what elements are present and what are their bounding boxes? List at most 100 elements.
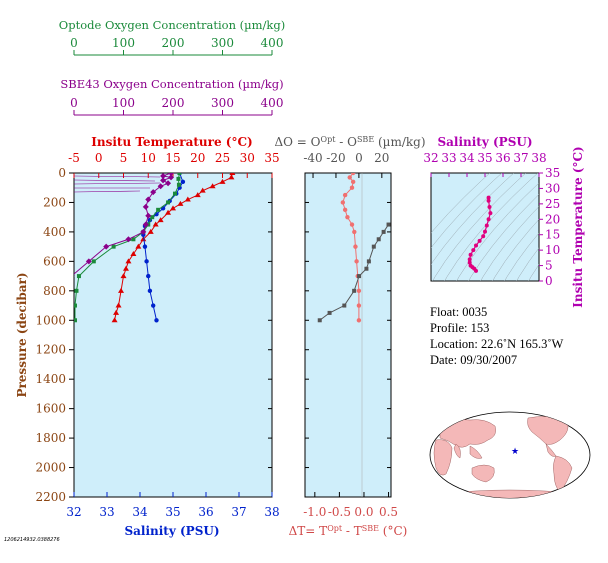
salinity-tick-label: 37 [231, 505, 246, 519]
sbe43-tick-label: 200 [162, 96, 185, 110]
delta-oxygen-line [342, 173, 360, 321]
pressure-tick-label: 0 [58, 166, 66, 180]
temperature-point [125, 258, 132, 264]
profile-number: Profile: 153 [430, 321, 490, 335]
delta-temperature-point [371, 244, 376, 249]
delta-t-unit: (°C) [379, 524, 407, 538]
delta-t-opt: Opt [327, 524, 343, 533]
sbe43-oxygen-point [142, 203, 149, 210]
delta-oxygen-point [345, 214, 350, 220]
temperature-point [229, 173, 236, 175]
salinity-point [147, 288, 153, 294]
ts-temperature-tick-label: 5 [545, 259, 553, 273]
temperature-tick-label: 10 [141, 151, 156, 165]
delta-oxygen-point [347, 175, 352, 180]
salinity-tick-label: 32 [66, 505, 81, 519]
delta-t-sbe: SBE [362, 524, 379, 533]
temperature-point [170, 205, 176, 211]
main-plot-background [73, 172, 273, 498]
delta-oxygen-point [354, 259, 359, 264]
ts-profile-point [467, 257, 472, 262]
salinity-point [146, 273, 151, 279]
temperature-point [140, 236, 147, 242]
optode-oxygen-point [111, 244, 116, 249]
ts-profile-point [481, 234, 486, 239]
temperature-point [122, 265, 129, 271]
ts-density-contour [516, 247, 539, 281]
float-number: Float: 0035 [430, 305, 488, 319]
sbe43-axis-title: SBE43 Oxygen Concentration (µm/kg) [60, 77, 283, 91]
ts-salinity-tick-label: 32 [423, 151, 438, 165]
delta-o-minus: - O [335, 135, 357, 149]
salinity-axis-ticks: 32 33 34 35 36 37 38 [66, 492, 280, 519]
temperature-point [120, 273, 127, 279]
ts-salinity-tick-label: 35 [477, 151, 492, 165]
delta-temperature-point [364, 266, 369, 271]
profile-date: Date: 09/30/2007 [430, 353, 518, 367]
land-africa [433, 439, 453, 476]
pressure-axis-ticks: 0 200 400 600 800 1000 1200 1400 1600 1800 2000 220… [35, 166, 272, 504]
optode-oxygen-point [76, 274, 81, 279]
optode-axis-ticks: 0 100 200 300 400 [70, 36, 283, 55]
sbe43-oxygen-point [157, 183, 164, 190]
optode-tick-label: 200 [162, 36, 185, 50]
optode-oxygen-point [176, 176, 181, 181]
ts-density-contour [480, 206, 539, 281]
salinity-tick-label: 35 [165, 505, 180, 519]
temperature-point [111, 317, 118, 323]
delta-temperature-axis-ticks: -1.0 -0.5 0.0 0.5 [303, 492, 398, 519]
land-asia [439, 419, 496, 448]
ts-salinity-tick-label: 37 [513, 151, 528, 165]
ts-profile-point [486, 195, 491, 200]
main-series-group [74, 173, 236, 323]
optode-tick-label: 400 [261, 36, 284, 50]
delta-o-prefix: ΔO = O [274, 135, 320, 149]
delta-oxygen-tick-label: 0 [355, 151, 363, 165]
sbe43-tick-label: 300 [211, 96, 234, 110]
sbe43-oxygen-point [74, 275, 75, 277]
optode-oxygen-point [176, 182, 181, 187]
delta-oxygen-tick-label: -20 [326, 151, 345, 165]
ts-plot-background [430, 172, 540, 282]
delta-temperature-point [317, 318, 322, 323]
ts-density-contour [504, 232, 539, 281]
delta-oxygen-point [342, 192, 348, 198]
delta-oxygen-point [356, 288, 362, 294]
pressure-tick-label: 200 [43, 195, 66, 209]
delta-oxygen-axis-title: ΔO = OOpt - OSBE (µm/kg) [274, 135, 425, 149]
delta-oxygen-point [350, 173, 356, 176]
temperature-point [147, 228, 154, 234]
temperature-point [177, 200, 184, 206]
delta-temperature-point [386, 222, 391, 227]
optode-oxygen-axis: Optode Oxygen Concentration (µm/kg) 0 100… [59, 18, 285, 56]
ts-temperature-title: Insitu Temperature (°C) [571, 146, 585, 307]
ts-profile-point [474, 268, 478, 273]
ts-density-contour [456, 182, 539, 281]
delta-oxygen-tick-label: -40 [303, 151, 322, 165]
temperature-tick-label: 5 [120, 151, 128, 165]
delta-oxygen-tick-label: 20 [374, 151, 389, 165]
ts-density-contour [468, 194, 539, 281]
sbe43-oxygen-point [74, 319, 75, 321]
ts-density-contour [431, 173, 503, 249]
delta-t-minus: - T [342, 524, 362, 538]
optode-oxygen-point [177, 173, 182, 175]
float-location: Location: 22.6˚N 165.3˚W [430, 337, 564, 351]
ts-temperature-tick-label: 15 [545, 228, 560, 242]
optode-tick-label: 300 [211, 36, 234, 50]
delta-oxygen-point [349, 185, 355, 190]
temperature-point [199, 187, 206, 193]
temperature-point [118, 287, 125, 293]
ts-panel: Salinity (PSU) 32 33 34 35 36 37 38 0510152025… [423, 135, 585, 308]
ts-profile-point [484, 223, 489, 228]
ts-profile-point [468, 252, 473, 257]
salinity-tick-label: 33 [99, 505, 114, 519]
delta-oxygen-axis-ticks: -40 -20 0 20 [303, 151, 389, 178]
ts-temperature-tick-label: 30 [545, 181, 560, 195]
temperature-point [219, 178, 226, 184]
ts-salinity-tick-label: 34 [459, 151, 475, 165]
temperature-point [115, 302, 122, 308]
sbe43-oxygen-point [150, 189, 157, 196]
delta-o-sbe: SBE [357, 135, 374, 144]
optode-oxygen-point [156, 207, 161, 212]
